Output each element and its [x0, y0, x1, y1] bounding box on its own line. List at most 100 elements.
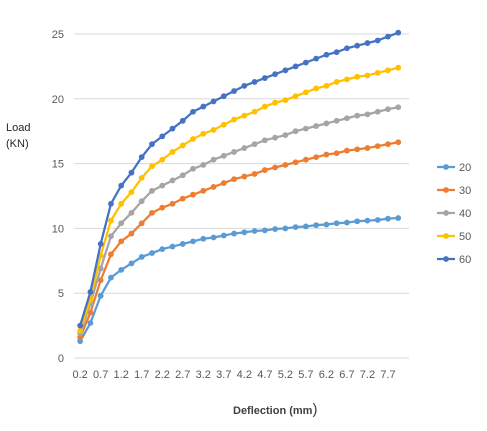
- data-point: [169, 177, 176, 184]
- data-point: [364, 145, 371, 151]
- data-point: [385, 215, 391, 222]
- series-40: [77, 104, 402, 337]
- x-tick-label: 4.7: [257, 369, 272, 381]
- data-point: [179, 172, 186, 179]
- data-point: [159, 204, 166, 211]
- data-point: [344, 115, 350, 122]
- data-point: [261, 103, 268, 110]
- series-line-40: [79, 106, 399, 334]
- data-point: [251, 171, 258, 177]
- data-point: [395, 64, 402, 71]
- data-point: [323, 51, 330, 58]
- data-point: [128, 189, 135, 196]
- data-point: [97, 277, 104, 284]
- legend-item-60: 60: [437, 254, 471, 266]
- x-tick-label: 1.7: [134, 369, 149, 381]
- data-point: [344, 219, 350, 226]
- data-point: [313, 85, 320, 92]
- data-point: [344, 147, 350, 154]
- data-point: [374, 37, 381, 44]
- data-point: [261, 75, 268, 81]
- data-point: [395, 215, 402, 221]
- data-point: [354, 42, 361, 49]
- data-point: [108, 217, 114, 224]
- y-tick-label: 10: [52, 223, 64, 235]
- y-tick-label: 15: [52, 159, 64, 171]
- data-point: [241, 112, 248, 119]
- data-point: [251, 228, 258, 234]
- data-point: [231, 116, 237, 123]
- data-point: [395, 29, 402, 36]
- data-point: [200, 103, 207, 110]
- legend-marker: [443, 187, 449, 193]
- x-tick-label: 5.7: [298, 369, 313, 381]
- data-point: [220, 232, 227, 239]
- data-point: [108, 233, 114, 240]
- data-point: [149, 141, 155, 148]
- data-point: [169, 125, 176, 132]
- data-point: [149, 250, 155, 256]
- data-point: [323, 151, 330, 158]
- data-point: [179, 117, 186, 124]
- series-30: [77, 139, 402, 341]
- x-axis-label-text: Deflection (mm: [233, 405, 313, 417]
- data-point: [210, 156, 217, 163]
- x-tick-label: 6.2: [319, 369, 334, 381]
- series-line-60: [79, 31, 399, 326]
- data-point: [282, 132, 289, 138]
- data-point: [210, 98, 217, 105]
- data-point: [374, 69, 381, 76]
- legend-marker: [443, 233, 449, 239]
- series-20: [77, 215, 402, 345]
- data-point: [313, 123, 320, 129]
- legend-item-40: 40: [437, 208, 471, 220]
- legend-marker: [443, 210, 449, 216]
- data-point: [210, 234, 217, 241]
- data-point: [261, 227, 268, 234]
- data-point: [323, 221, 330, 228]
- data-point: [200, 187, 207, 194]
- data-point: [354, 218, 361, 225]
- series-60: [77, 29, 402, 329]
- data-point: [282, 67, 289, 74]
- series-line-30: [79, 141, 399, 338]
- data-point: [292, 128, 299, 135]
- x-tick-label: 2.2: [155, 369, 170, 381]
- data-point: [282, 161, 289, 168]
- data-point: [251, 108, 258, 115]
- series-group: [77, 29, 402, 345]
- data-point: [354, 112, 361, 119]
- legend-marker: [443, 164, 449, 170]
- data-point: [272, 134, 279, 141]
- legend-item-50: 50: [437, 231, 471, 243]
- data-point: [87, 320, 94, 326]
- data-point: [220, 93, 227, 100]
- data-point: [354, 73, 361, 80]
- data-point: [395, 104, 402, 111]
- data-point: [292, 63, 299, 70]
- data-point: [149, 163, 155, 170]
- data-point: [302, 89, 309, 96]
- data-point: [179, 142, 186, 149]
- data-point: [302, 59, 309, 66]
- data-point: [118, 238, 125, 245]
- series-line-50: [79, 66, 399, 332]
- data-point: [169, 243, 176, 250]
- x-tick-label: 4.2: [237, 369, 252, 381]
- data-point: [313, 154, 320, 161]
- x-tick-label: 2.7: [175, 369, 190, 381]
- data-point: [190, 165, 196, 172]
- data-point: [272, 71, 279, 78]
- data-point: [251, 79, 258, 85]
- x-tick-label: 3.2: [196, 369, 211, 381]
- data-point: [231, 149, 237, 155]
- data-point: [364, 40, 371, 46]
- data-point: [333, 79, 340, 85]
- data-point: [108, 251, 114, 258]
- data-point: [272, 226, 279, 232]
- x-tick-label: 6.7: [339, 369, 354, 381]
- x-tick-label: 0.2: [73, 369, 88, 381]
- data-point: [282, 97, 289, 103]
- data-point: [190, 136, 196, 142]
- data-point: [138, 174, 145, 181]
